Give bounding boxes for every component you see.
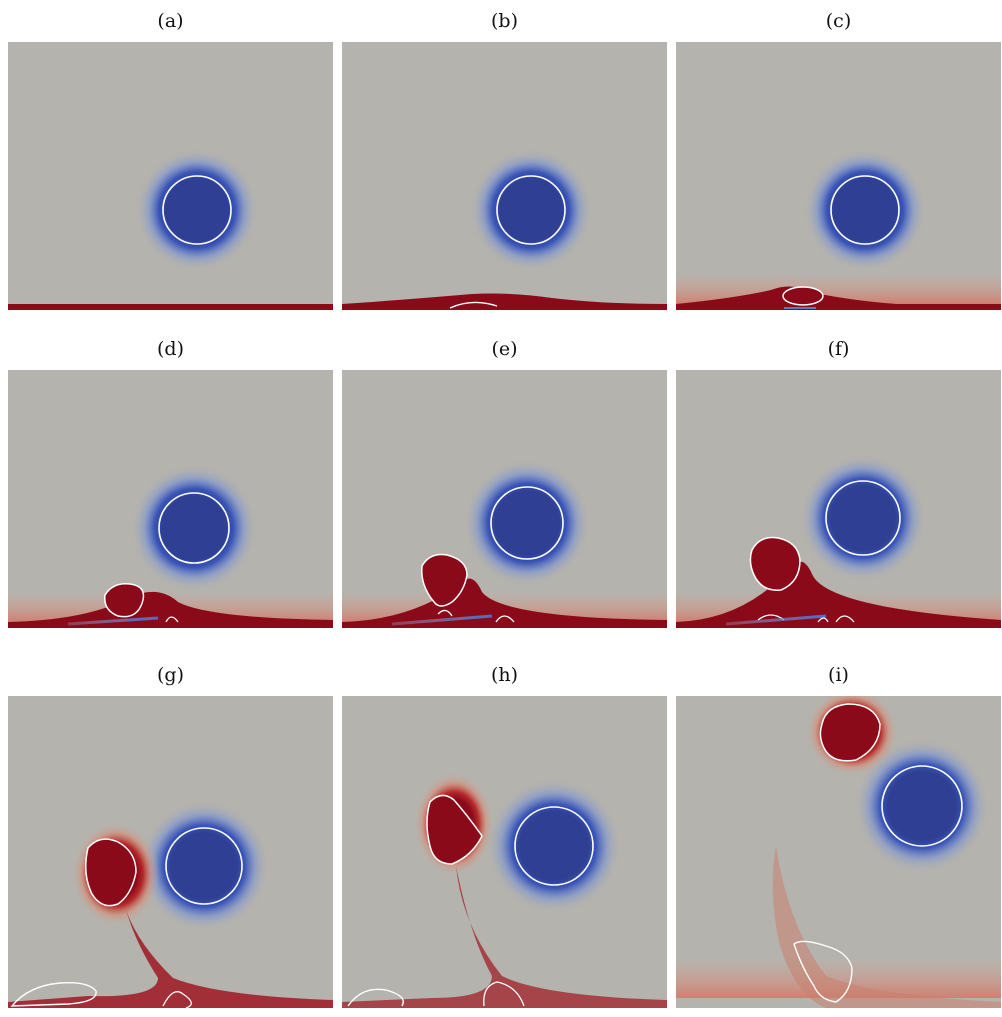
vorticity-field-c [676, 42, 1001, 310]
panel-label: (b) [491, 10, 518, 32]
vorticity-field-h [342, 696, 667, 1008]
vorticity-field-g [8, 696, 333, 1008]
vorticity-field-f [676, 370, 1001, 628]
panel-label: (f) [827, 338, 850, 360]
vorticity-field-a [8, 42, 333, 310]
panel-label: (a) [157, 10, 184, 32]
panel-g: (g) [8, 660, 333, 1008]
panel-label: (e) [491, 338, 518, 360]
panel-b: (b) [342, 6, 667, 316]
panel-d: (d) [8, 334, 333, 644]
panel-label: (g) [157, 664, 184, 686]
panel-c: (c) [676, 6, 1001, 316]
panel-h: (h) [342, 660, 667, 1008]
panel-i: (i) [676, 660, 1001, 1008]
panel-label: (c) [825, 10, 852, 32]
panel-a: (a) [8, 6, 333, 316]
panel-label: (d) [157, 338, 184, 360]
panel-e: (e) [342, 334, 667, 644]
vorticity-field-b [342, 42, 667, 310]
panel-f: (f) [676, 334, 1001, 644]
vorticity-field-i [676, 696, 1001, 1008]
vorticity-field-d [8, 370, 333, 628]
panel-label: (h) [490, 664, 519, 686]
vorticity-field-e [342, 370, 667, 628]
panel-label: (i) [828, 664, 849, 686]
